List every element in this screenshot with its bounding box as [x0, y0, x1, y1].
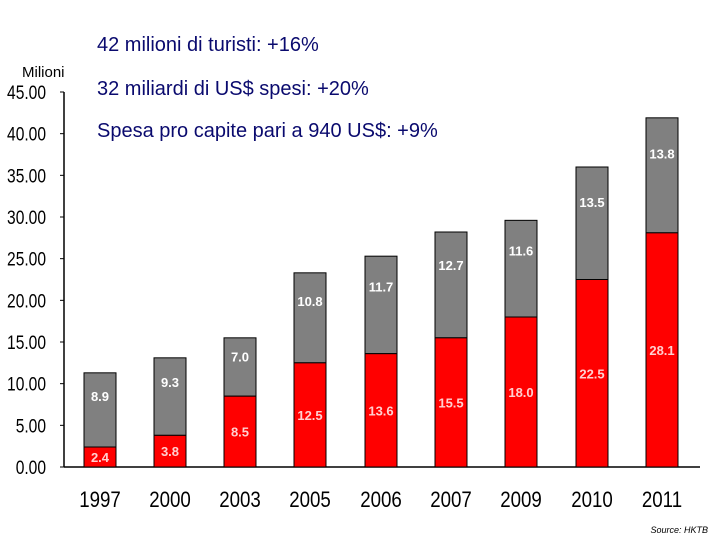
bar-segment-lower	[153, 434, 187, 468]
x-tick-label: 2007	[430, 489, 472, 513]
x-tick-label: 2003	[219, 489, 261, 513]
y-axis-unit-label: Milioni	[22, 64, 65, 81]
bar-segment-lower	[364, 353, 398, 468]
data-label-lower: 2.4	[91, 450, 110, 465]
data-label-lower: 28.1	[649, 343, 674, 358]
y-tick-label: 0.00	[16, 457, 46, 479]
data-label-lower: 22.5	[579, 366, 604, 381]
y-tick-label: 5.00	[16, 415, 46, 437]
headline-spending: 32 miliardi di US$ spesi: +20%	[97, 78, 369, 100]
y-tick-label: 40.00	[7, 123, 46, 145]
y-tick-label: 10.00	[7, 373, 46, 395]
bar-segment-lower	[645, 232, 679, 468]
data-label-lower: 8.5	[231, 425, 249, 440]
y-tick-label: 25.00	[7, 248, 46, 270]
data-label-lower: 15.5	[438, 395, 463, 410]
x-tick-label: 1997	[79, 489, 121, 513]
data-label-upper: 13.5	[579, 195, 604, 210]
data-label-upper: 9.3	[161, 375, 179, 390]
y-tick-label: 15.00	[7, 332, 46, 354]
bar-segment-upper	[504, 219, 538, 318]
y-tick-label: 30.00	[7, 207, 46, 229]
bar-segment-upper	[83, 372, 117, 448]
data-label-lower: 3.8	[161, 444, 179, 459]
bar-segment-lower	[293, 362, 327, 468]
y-tick-label: 35.00	[7, 165, 46, 187]
headline-tourists: 42 milioni di turisti: +16%	[97, 34, 319, 56]
y-tick-label: 20.00	[7, 290, 46, 312]
data-label-upper: 11.6	[509, 243, 534, 258]
data-label-upper: 13.8	[649, 146, 674, 161]
x-tick-label: 2011	[642, 489, 682, 513]
x-tick-label: 2006	[360, 489, 402, 513]
x-tick-label: 2000	[149, 489, 191, 513]
bar-segment-upper	[153, 357, 187, 436]
y-tick-label: 45.00	[7, 82, 46, 104]
bar-segment-upper	[223, 337, 257, 397]
x-tick-label: 2005	[289, 489, 331, 513]
data-label-lower: 12.5	[297, 408, 322, 423]
x-tick-label: 2009	[500, 489, 542, 513]
data-label-lower: 13.6	[368, 403, 393, 418]
source-note: Source: HKTB	[650, 525, 708, 535]
bar-segment-lower	[434, 337, 468, 468]
data-label-upper: 10.8	[297, 294, 322, 309]
bar-segment-lower	[575, 279, 609, 468]
bar-segment-upper	[434, 231, 468, 339]
bar-segment-lower	[223, 395, 257, 468]
bar-segment-upper	[364, 255, 398, 355]
x-tick-label: 2010	[571, 489, 613, 513]
data-label-upper: 7.0	[231, 349, 249, 364]
bar-segment-upper	[293, 272, 327, 364]
headline-per-capita: Spesa pro capite pari a 940 US$: +9%	[97, 120, 438, 142]
data-label-upper: 8.9	[91, 389, 109, 404]
data-label-upper: 12.7	[438, 258, 463, 273]
data-label-upper: 11.7	[369, 279, 394, 294]
bar-segment-lower	[83, 446, 117, 468]
bar-segment-upper	[575, 166, 609, 280]
bar-segment-lower	[504, 316, 538, 468]
data-label-lower: 18.0	[508, 385, 533, 400]
bar-segment-upper	[645, 117, 679, 234]
